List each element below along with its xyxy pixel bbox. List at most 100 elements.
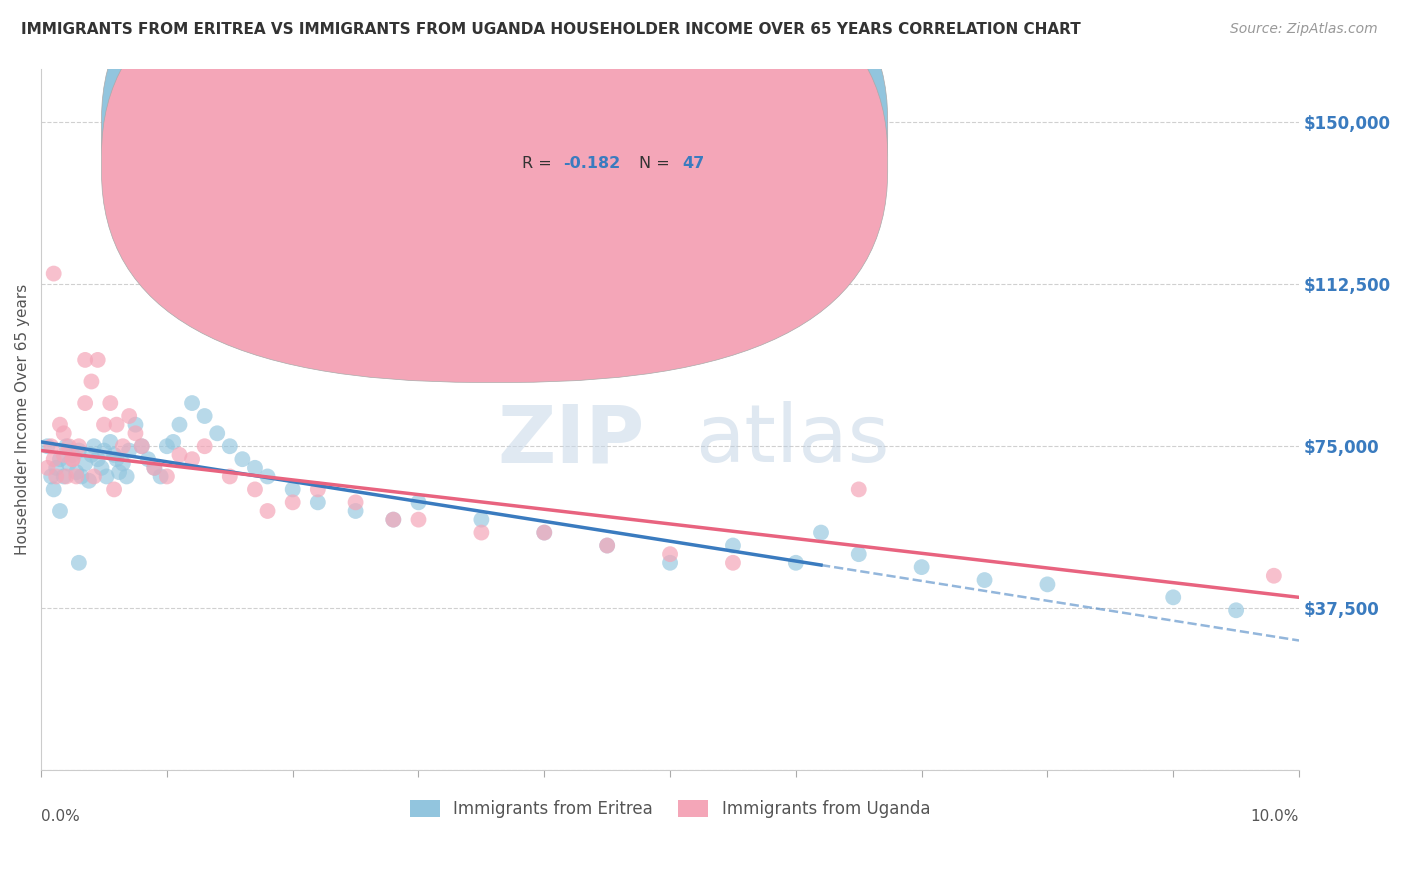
Text: N =: N = <box>638 120 675 136</box>
Point <box>143 460 166 475</box>
Point <box>67 443 90 458</box>
Point <box>533 525 555 540</box>
Point <box>49 452 72 467</box>
Point <box>218 469 240 483</box>
Point <box>62 448 84 462</box>
Point <box>103 483 125 497</box>
Point <box>42 267 65 281</box>
FancyBboxPatch shape <box>101 0 887 347</box>
Point <box>42 452 65 467</box>
Point <box>194 439 217 453</box>
Point <box>256 469 278 483</box>
Point <box>75 457 97 471</box>
Point <box>1161 591 1184 605</box>
Point <box>973 573 995 587</box>
Text: Source: ZipAtlas.com: Source: ZipAtlas.com <box>1230 22 1378 37</box>
Point <box>58 439 80 453</box>
Point <box>105 452 128 467</box>
Point <box>105 417 128 432</box>
Point <box>67 439 90 453</box>
Text: atlas: atlas <box>695 401 890 479</box>
Point <box>243 483 266 497</box>
Point <box>131 439 153 453</box>
Point <box>39 439 62 453</box>
Point <box>52 448 75 462</box>
Text: 47: 47 <box>683 156 704 170</box>
Point <box>98 396 121 410</box>
FancyBboxPatch shape <box>463 100 752 198</box>
Point <box>52 426 75 441</box>
Point <box>83 439 105 453</box>
Legend: Immigrants from Eritrea, Immigrants from Uganda: Immigrants from Eritrea, Immigrants from… <box>404 793 936 825</box>
Text: IMMIGRANTS FROM ERITREA VS IMMIGRANTS FROM UGANDA HOUSEHOLDER INCOME OVER 65 YEA: IMMIGRANTS FROM ERITREA VS IMMIGRANTS FR… <box>21 22 1081 37</box>
Point <box>181 452 204 467</box>
Point <box>62 452 84 467</box>
Point <box>103 448 125 462</box>
Point <box>470 525 492 540</box>
Point <box>143 460 166 475</box>
Point <box>118 409 141 423</box>
Point <box>90 460 112 475</box>
Point <box>162 434 184 449</box>
Point <box>194 409 217 423</box>
Point <box>70 469 93 483</box>
Point <box>52 469 75 483</box>
Point <box>169 448 191 462</box>
Point <box>67 556 90 570</box>
Point <box>205 426 228 441</box>
Text: N =: N = <box>638 156 675 170</box>
Point <box>596 539 619 553</box>
Point <box>39 469 62 483</box>
Point <box>408 495 430 509</box>
Point <box>93 443 115 458</box>
Point <box>58 457 80 471</box>
Point <box>49 504 72 518</box>
Point <box>80 375 103 389</box>
Point <box>169 417 191 432</box>
Point <box>42 483 65 497</box>
Point <box>181 396 204 410</box>
FancyBboxPatch shape <box>101 0 887 383</box>
Point <box>37 460 59 475</box>
Point <box>136 452 159 467</box>
Point <box>243 460 266 475</box>
Point <box>93 417 115 432</box>
Point <box>37 439 59 453</box>
Point <box>45 469 67 483</box>
Text: 62: 62 <box>683 120 704 136</box>
Point <box>55 439 77 453</box>
Point <box>596 539 619 553</box>
Point <box>848 483 870 497</box>
Point <box>533 525 555 540</box>
Text: 0.0%: 0.0% <box>41 808 80 823</box>
Point <box>721 556 744 570</box>
Point <box>659 556 682 570</box>
Point <box>382 513 405 527</box>
Point <box>149 469 172 483</box>
Point <box>721 539 744 553</box>
Point <box>55 469 77 483</box>
Point <box>75 352 97 367</box>
Point <box>256 504 278 518</box>
Point <box>96 469 118 483</box>
Point <box>307 495 329 509</box>
Point <box>111 439 134 453</box>
Text: ZIP: ZIP <box>498 401 645 479</box>
Point <box>115 469 138 483</box>
Point <box>785 556 807 570</box>
Point <box>118 443 141 458</box>
Point <box>45 460 67 475</box>
Point <box>848 547 870 561</box>
Point <box>111 457 134 471</box>
Point <box>281 495 304 509</box>
Text: R =: R = <box>522 120 557 136</box>
Point <box>1036 577 1059 591</box>
Point <box>911 560 934 574</box>
Point <box>86 352 108 367</box>
Point <box>382 513 405 527</box>
Point <box>156 469 179 483</box>
Point <box>80 448 103 462</box>
Point <box>344 504 367 518</box>
Point <box>810 525 832 540</box>
Point <box>124 417 146 432</box>
